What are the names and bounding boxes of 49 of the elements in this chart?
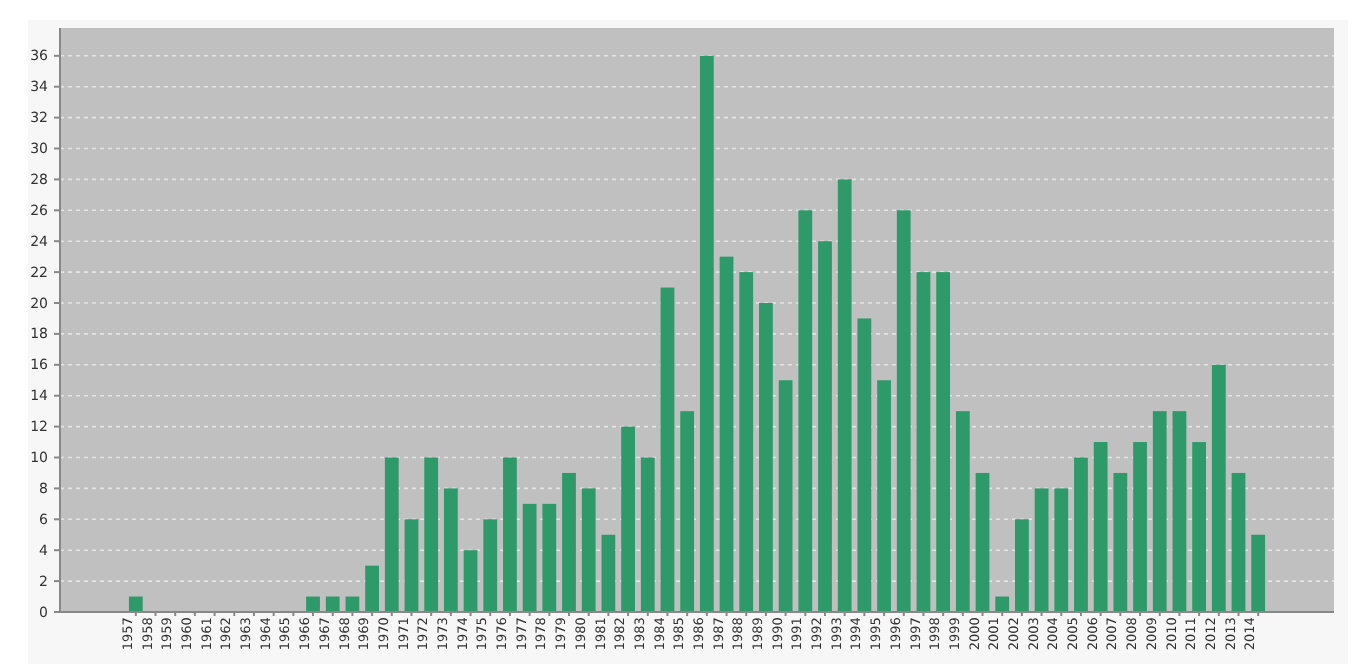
bar <box>1231 472 1246 612</box>
bar <box>699 55 714 612</box>
bar <box>680 411 695 612</box>
bar <box>542 503 557 612</box>
bar <box>719 256 734 612</box>
bar <box>1113 472 1128 612</box>
bar <box>1074 457 1088 612</box>
bar <box>660 287 675 612</box>
bar <box>443 488 458 612</box>
bar <box>936 272 951 612</box>
bar <box>1034 488 1049 612</box>
bar <box>995 596 1010 612</box>
bar <box>1172 411 1187 612</box>
bar <box>837 179 852 612</box>
bar <box>877 380 891 612</box>
bar <box>483 519 498 612</box>
bar <box>601 534 616 612</box>
bar <box>857 318 872 612</box>
bar <box>896 210 911 612</box>
bar <box>955 411 970 612</box>
bar <box>1054 488 1069 612</box>
bar <box>503 457 517 612</box>
bar <box>581 488 596 612</box>
bar <box>384 457 399 612</box>
bar <box>975 472 990 612</box>
bar <box>1015 519 1029 612</box>
bar <box>404 519 419 612</box>
bar <box>759 303 773 612</box>
bar <box>739 272 754 612</box>
bar <box>325 596 340 612</box>
bar <box>640 457 655 612</box>
bar <box>1251 534 1266 612</box>
bar <box>1133 442 1147 612</box>
bar <box>365 565 379 612</box>
bar <box>1093 442 1108 612</box>
bar <box>522 503 537 612</box>
bar <box>1192 442 1207 612</box>
bar <box>463 550 478 612</box>
bar <box>778 380 793 612</box>
bar <box>128 596 143 612</box>
bar <box>424 457 439 612</box>
bar <box>916 272 931 612</box>
bar <box>621 426 635 612</box>
bar <box>798 210 813 612</box>
bar <box>1211 364 1226 612</box>
bar <box>818 241 832 612</box>
bar <box>562 472 576 612</box>
bar <box>306 596 320 612</box>
bar <box>1152 411 1167 612</box>
